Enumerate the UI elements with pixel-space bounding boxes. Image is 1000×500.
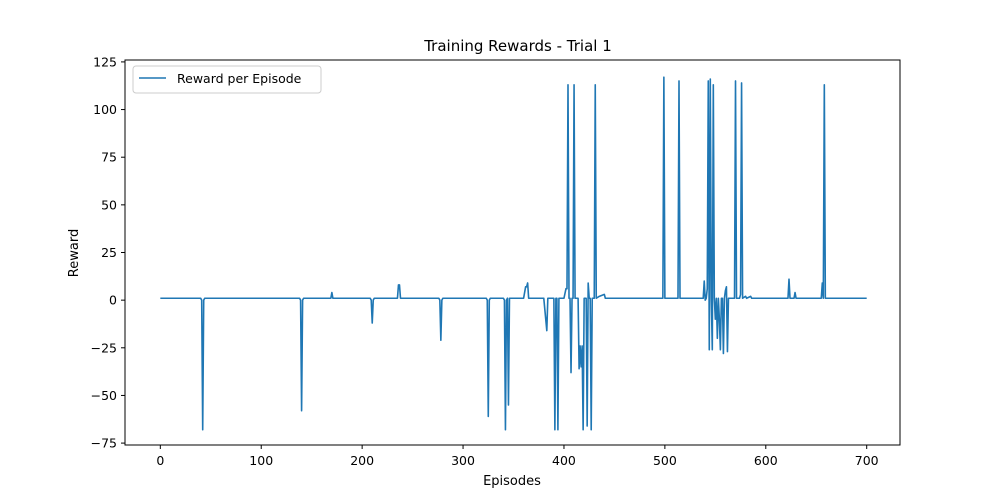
y-tick-label: 125 (93, 54, 117, 69)
y-tick-label: −75 (91, 436, 117, 451)
x-tick-label: 100 (249, 453, 273, 468)
chart-title: Training Rewards - Trial 1 (423, 37, 612, 55)
y-tick-label: 0 (109, 293, 117, 308)
x-axis-label: Episodes (483, 474, 541, 489)
legend: Reward per Episode (132, 65, 322, 94)
x-tick-label: 600 (754, 453, 778, 468)
x-tick-label: 200 (350, 453, 374, 468)
reward-series-line (160, 76, 867, 431)
x-tick-label: 0 (156, 453, 164, 468)
y-tick-label: 50 (101, 197, 117, 212)
y-axis-label: Reward (67, 229, 82, 277)
plot-area (160, 76, 867, 431)
y-tick-label: 100 (93, 102, 117, 117)
legend-box (132, 65, 322, 94)
x-tick-label: 500 (653, 453, 677, 468)
y-tick-label: −25 (91, 340, 117, 355)
y-tick-label: 75 (101, 150, 117, 165)
y-tick-label: −50 (91, 388, 117, 403)
legend-label: Reward per Episode (177, 71, 302, 86)
y-tick-label: 25 (101, 245, 117, 260)
x-axis: 0 100 200 300 400 500 600 700 (156, 445, 879, 468)
x-tick-label: 300 (451, 453, 475, 468)
x-tick-label: 400 (552, 453, 576, 468)
x-tick-label: 700 (855, 453, 879, 468)
y-axis: −75 −50 −25 0 25 50 75 100 125 (91, 54, 125, 451)
